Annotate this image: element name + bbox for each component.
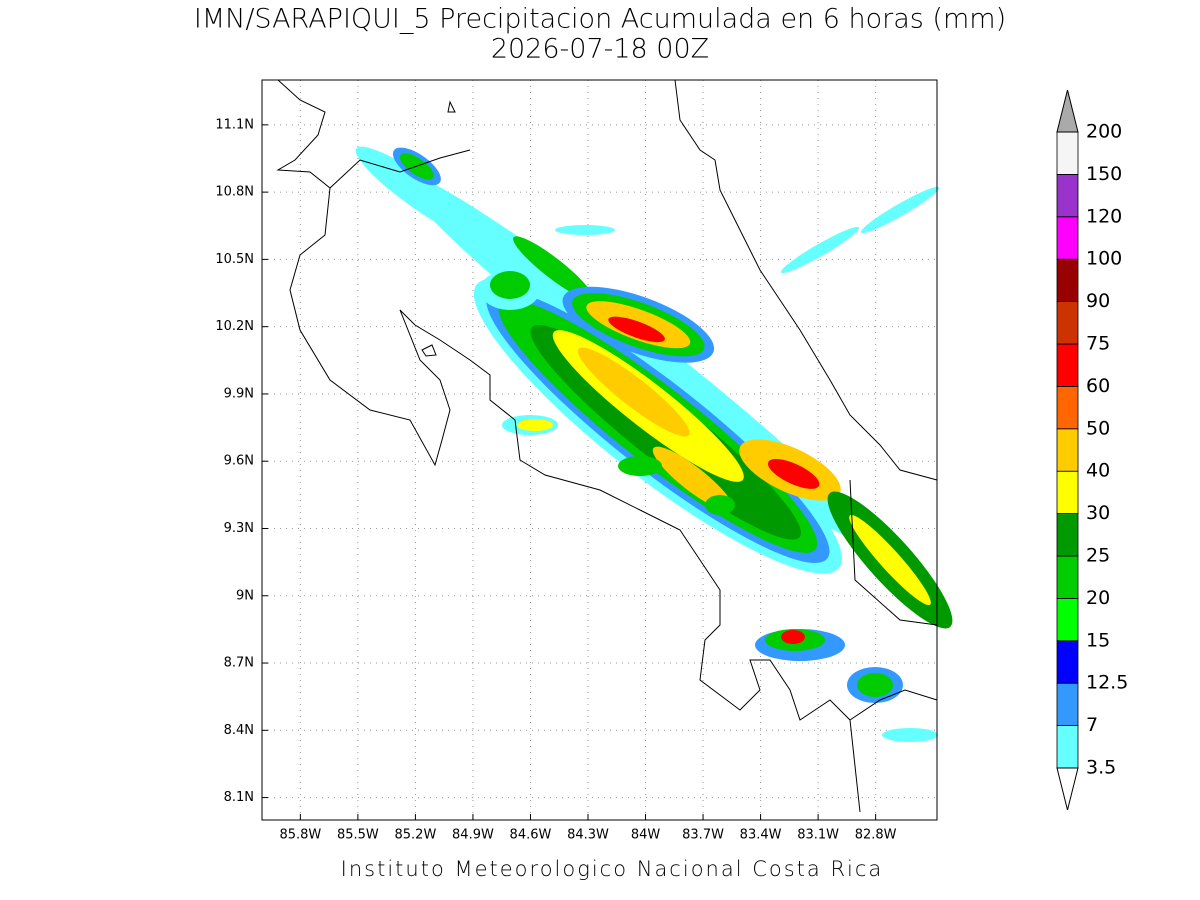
colorbar-bin — [1056, 385, 1079, 430]
lat-tick-label: 9.3N — [224, 521, 254, 536]
grid — [262, 80, 937, 820]
lat-tick-label: 8.7N — [224, 656, 254, 671]
colorbar-label: 40 — [1086, 460, 1110, 482]
lat-tick-label: 8.1N — [224, 790, 254, 805]
colorbar-bin — [1056, 470, 1079, 515]
colorbar-label: 120 — [1086, 205, 1122, 227]
colorbar: 3.5 7 12.5 15 20 25 30 40 50 60 75 90 100 120 150 200 — [1056, 89, 1128, 811]
colorbar-bin — [1056, 428, 1079, 472]
lon-tick-label: 85.5W — [337, 828, 379, 843]
colorbar-under — [1056, 767, 1079, 811]
lon-tick-label: 84.9W — [452, 828, 494, 843]
lon-tick-label: 83.1W — [797, 828, 839, 843]
lat-tick-label: 10.8N — [215, 185, 254, 200]
colorbar-label: 90 — [1086, 290, 1110, 312]
lon-tick-label: 84.3W — [567, 828, 609, 843]
colorbar-label: 7 — [1086, 714, 1098, 736]
precipitation-field — [355, 146, 953, 742]
lon-tick-label: 83.7W — [682, 828, 724, 843]
colorbar-label: 12.5 — [1086, 672, 1128, 694]
colorbar-bin — [1056, 513, 1079, 557]
title-line: 2026-07-18 00Z — [491, 34, 709, 65]
colorbar-bin — [1056, 598, 1079, 642]
colorbar-label: 60 — [1086, 375, 1110, 397]
coastlines — [276, 79, 938, 813]
colorbar-bin — [1056, 640, 1079, 684]
colorbar-label: 30 — [1086, 502, 1110, 524]
colorbar-bin — [1056, 131, 1079, 175]
lon-tick-label: 85.8W — [279, 828, 321, 843]
colorbar-over — [1056, 89, 1079, 133]
colorbar-label: 200 — [1086, 121, 1122, 143]
lat-tick-label: 8.4N — [224, 723, 254, 738]
colorbar-bin — [1056, 682, 1079, 727]
colorbar-label: 20 — [1086, 587, 1110, 609]
colorbar-bin — [1056, 555, 1079, 599]
colorbar-bin — [1056, 173, 1079, 218]
colorbar-label: 75 — [1086, 333, 1110, 355]
colorbar-bin — [1056, 725, 1079, 769]
colorbar-bin — [1056, 301, 1079, 345]
lat-tick-label: 11.1N — [215, 117, 254, 132]
colorbar-bin — [1056, 216, 1079, 260]
ticks: 85.8W 85.5W 85.2W 84.9W 84.6W 84.3W 84W 83.7W 83… — [215, 117, 896, 842]
lon-tick-label: 85.2W — [395, 828, 437, 843]
lon-tick-label: 83.4W — [740, 828, 782, 843]
lon-tick-label: 84.6W — [510, 828, 552, 843]
lat-tick-label: 10.5N — [215, 252, 254, 267]
footer: Instituto Meteorologico Nacional Costa R… — [341, 857, 884, 881]
lat-tick-label: 10.2N — [215, 319, 254, 334]
colorbar-label: 50 — [1086, 417, 1110, 439]
colorbar-label: 3.5 — [1086, 757, 1116, 779]
lon-tick-label: 84W — [631, 828, 661, 843]
map-frame — [261, 79, 938, 821]
lon-tick-label: 82.8W — [855, 828, 897, 843]
colorbar-label: 100 — [1086, 248, 1122, 270]
lat-tick-label: 9.9N — [224, 386, 254, 401]
colorbar-label: 25 — [1086, 545, 1110, 567]
title-line: IMN/SARAPIQUI_5 Precipitacion Acumulada … — [194, 4, 1006, 35]
lat-tick-label: 9N — [236, 588, 254, 603]
colorbar-label: 15 — [1086, 629, 1110, 651]
lat-tick-label: 9.6N — [224, 454, 254, 469]
colorbar-bin — [1056, 343, 1079, 387]
colorbar-bin — [1056, 258, 1079, 303]
colorbar-label: 150 — [1086, 163, 1122, 185]
